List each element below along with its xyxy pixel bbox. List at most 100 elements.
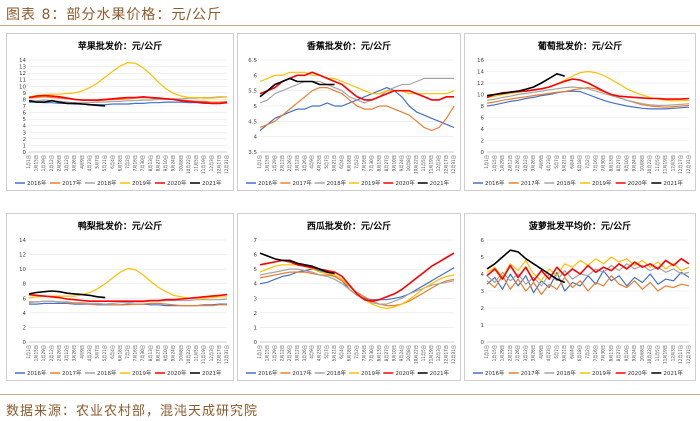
legend-label: 2021年 bbox=[202, 179, 222, 187]
x-tick-label: 4月9日 bbox=[538, 345, 544, 359]
x-tick-label: 7月16日 bbox=[361, 345, 367, 361]
x-tick-label: 7月30日 bbox=[140, 345, 146, 361]
x-tick-label: 5月21日 bbox=[562, 345, 568, 361]
y-tick-label: 2 bbox=[254, 311, 258, 317]
x-tick-label: 9月24日 bbox=[171, 345, 177, 361]
x-tick-label: 4月23日 bbox=[87, 155, 93, 171]
series-line-2021年 bbox=[486, 73, 565, 97]
y-tick-label: 9 bbox=[23, 91, 27, 97]
series-line-2021年 bbox=[28, 290, 106, 299]
legend-label: 2018年 bbox=[327, 369, 347, 377]
x-tick-label: 8月13日 bbox=[608, 345, 614, 361]
series-line-2016年 bbox=[486, 90, 690, 110]
y-tick-label: 0 bbox=[254, 340, 258, 346]
x-tick-label: 3月26日 bbox=[302, 155, 308, 171]
y-tick-label: 0 bbox=[481, 150, 485, 156]
x-tick-label: 9月24日 bbox=[399, 155, 405, 171]
x-tick-label: 8月27日 bbox=[384, 155, 390, 171]
x-tick-label: 6月18日 bbox=[577, 155, 583, 171]
x-tick-label: 8月13日 bbox=[608, 155, 614, 171]
x-tick-label: 6月18日 bbox=[577, 345, 583, 361]
series-line-2020年 bbox=[259, 71, 454, 101]
y-tick-label: 3.5 bbox=[248, 150, 257, 156]
x-tick-label: 10月8日 bbox=[178, 345, 184, 361]
x-tick-label: 3月12日 bbox=[523, 155, 529, 171]
x-tick-label: 2月12日 bbox=[279, 155, 285, 171]
x-tick-label: 7月30日 bbox=[601, 345, 607, 361]
x-tick-label: 6月18日 bbox=[117, 345, 123, 361]
series-line-2017年 bbox=[486, 275, 690, 295]
x-tick-label: 9月10日 bbox=[163, 345, 169, 361]
x-tick-label: 12月17日 bbox=[444, 345, 450, 364]
x-tick-label: 9月10日 bbox=[391, 155, 397, 171]
x-tick-label: 9月10日 bbox=[624, 155, 630, 171]
x-tick-label: 11月5日 bbox=[655, 155, 661, 171]
x-tick-label: 7月16日 bbox=[133, 345, 139, 361]
y-tick-label: 3 bbox=[23, 130, 27, 136]
x-tick-label: 8月13日 bbox=[148, 345, 154, 361]
legend-label: 2020年 bbox=[628, 369, 648, 377]
legend-label: 2017年 bbox=[292, 179, 312, 187]
x-tick-label: 5月7日 bbox=[95, 155, 101, 169]
legend-label: 2018年 bbox=[556, 179, 576, 187]
y-tick-label: 16 bbox=[477, 58, 484, 64]
x-tick-label: 5月21日 bbox=[562, 155, 568, 171]
x-tick-label: 2月12日 bbox=[279, 345, 285, 361]
x-tick-label: 2月12日 bbox=[507, 345, 513, 361]
legend-label: 2016年 bbox=[27, 369, 47, 377]
series-line-2018年 bbox=[486, 86, 690, 106]
x-tick-label: 5月21日 bbox=[102, 155, 108, 171]
footer-rule bbox=[0, 394, 700, 395]
x-tick-label: 1月1日 bbox=[484, 155, 490, 169]
x-tick-label: 12月31日 bbox=[686, 345, 692, 364]
x-tick-label: 10月8日 bbox=[406, 345, 412, 361]
x-tick-label: 11月19日 bbox=[201, 155, 207, 174]
series-line-2021年 bbox=[486, 249, 566, 284]
y-tick-label: 1 bbox=[23, 143, 27, 149]
x-tick-label: 10月8日 bbox=[178, 155, 184, 171]
chart-title: 西瓜批发价：元/公斤 bbox=[307, 220, 391, 232]
chart-svg: 葡萄批发价：元/公斤 0 2 4 6 8 10 12 14 16 1月1日 1月15日 1月29日 2月1… bbox=[473, 40, 692, 187]
x-tick-label: 2月26日 bbox=[287, 155, 293, 171]
y-tick-label: 3 bbox=[254, 296, 258, 302]
x-tick-label: 11月19日 bbox=[201, 345, 207, 364]
legend-label: 2020年 bbox=[167, 179, 187, 187]
x-tick-label: 4月9日 bbox=[538, 155, 544, 169]
x-tick-label: 6月4日 bbox=[569, 155, 575, 169]
legend-label: 2020年 bbox=[395, 179, 415, 187]
x-tick-label: 4月9日 bbox=[79, 155, 85, 169]
y-tick-label: 1 bbox=[254, 325, 258, 331]
y-tick-label: 12 bbox=[477, 81, 484, 87]
x-tick-label: 9月24日 bbox=[399, 345, 405, 361]
y-tick-label: 6 bbox=[481, 238, 485, 244]
x-tick-label: 12月3日 bbox=[670, 345, 676, 361]
x-tick-label: 1月15日 bbox=[34, 345, 40, 361]
x-tick-label: 1月15日 bbox=[34, 155, 40, 171]
x-tick-label: 9月24日 bbox=[632, 345, 638, 361]
x-tick-label: 6月4日 bbox=[339, 345, 345, 359]
series-line-2021年 bbox=[259, 77, 335, 98]
legend-label: 2016年 bbox=[485, 369, 505, 377]
x-tick-label: 4月23日 bbox=[317, 155, 323, 171]
legend-label: 2020年 bbox=[167, 369, 187, 377]
x-tick-label: 12月3日 bbox=[436, 345, 442, 361]
x-tick-label: 6月4日 bbox=[110, 345, 116, 359]
x-tick-label: 5月7日 bbox=[554, 345, 560, 359]
y-tick-label: 1 bbox=[481, 323, 485, 329]
chart-svg: 西瓜批发价：元/公斤 0 1 2 3 4 5 6 7 1月1日 1月15日 1月29日 2月12日 2月2… bbox=[246, 220, 457, 377]
chart-title: 鸭梨批发价：元/公斤 bbox=[78, 220, 162, 232]
chart-title: 苹果批发价：元/公斤 bbox=[78, 40, 162, 52]
legend-label: 2019年 bbox=[361, 179, 381, 187]
x-tick-label: 6月4日 bbox=[110, 155, 116, 169]
x-tick-label: 1月29日 bbox=[500, 345, 506, 361]
x-tick-label: 3月26日 bbox=[72, 345, 78, 361]
series-line-2020年 bbox=[486, 78, 690, 100]
x-tick-label: 11月19日 bbox=[663, 155, 669, 174]
legend-label: 2019年 bbox=[361, 369, 381, 377]
y-tick-label: 4 bbox=[481, 127, 485, 133]
series-line-2020年 bbox=[486, 257, 690, 282]
y-tick-label: 2 bbox=[481, 139, 485, 145]
x-tick-label: 12月3日 bbox=[436, 155, 442, 171]
x-tick-label: 4月9日 bbox=[309, 155, 315, 169]
y-tick-label: 6.5 bbox=[248, 58, 257, 64]
